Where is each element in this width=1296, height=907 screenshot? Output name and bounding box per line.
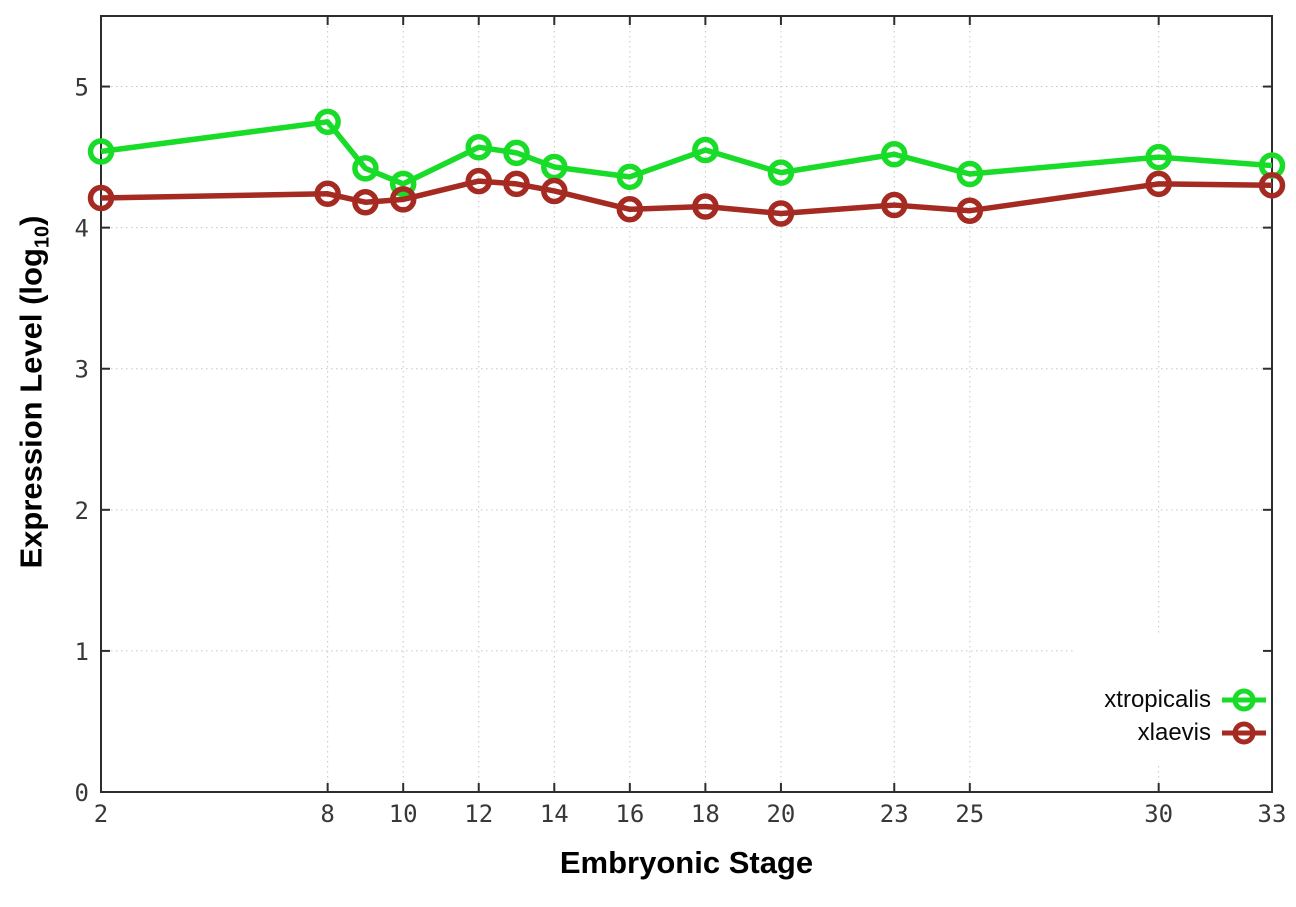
series-line (100, 119, 1273, 187)
data-point-marker (956, 197, 984, 224)
data-point-marker (541, 153, 568, 181)
plot-border (100, 15, 1273, 793)
data-point-marker (616, 196, 644, 223)
data-point-marker (1145, 170, 1172, 198)
x-tick-label: 33 (1258, 800, 1287, 828)
legend-sample-svg (1222, 688, 1266, 712)
series-xlaevis (87, 167, 1286, 227)
legend-entry-xlaevis: xlaevis (1138, 717, 1268, 749)
data-point-marker (87, 138, 115, 165)
data-point-marker (465, 167, 492, 195)
y-tick-label: 1 (75, 638, 89, 666)
data-point-marker (389, 170, 417, 198)
data-point-marker (314, 108, 341, 136)
legend-sample-circle (1232, 688, 1256, 712)
x-tick-label: 12 (464, 800, 493, 828)
legend-entry-xtropicalis: xtropicalis (1104, 684, 1268, 716)
data-point-marker (1258, 172, 1286, 199)
legend-sample-svg (1222, 721, 1266, 745)
data-point-marker (503, 139, 530, 167)
data-point-marker (881, 191, 908, 219)
axis-ticks (100, 16, 1273, 793)
data-point-marker (389, 186, 417, 213)
x-tick-label: 18 (691, 800, 720, 828)
legend-sample-circle (1232, 721, 1256, 745)
x-tick-label: 16 (615, 800, 644, 828)
data-point-marker (87, 184, 115, 212)
y-tick-label: 0 (75, 779, 89, 807)
data-point-marker (881, 141, 908, 168)
data-point-marker (767, 200, 795, 227)
x-tick-label: 30 (1144, 800, 1173, 828)
data-point-marker (1145, 143, 1172, 171)
data-point-marker (352, 155, 379, 182)
x-tick-label: 8 (320, 800, 334, 828)
data-point-marker (692, 136, 719, 164)
y-axis-title: Expression Level (log10) (13, 215, 54, 568)
data-point-marker (767, 159, 795, 186)
x-tick-label: 20 (766, 800, 795, 828)
data-point-marker (616, 163, 644, 191)
data-point-marker (503, 170, 530, 198)
data-point-marker (465, 133, 492, 161)
data-point-marker (352, 188, 379, 216)
y-tick-label: 2 (75, 497, 89, 525)
x-tick-label: 10 (389, 800, 418, 828)
legend-marker-xtropicalis-icon (1220, 686, 1268, 714)
legend-label-xlaevis: xlaevis (1137, 719, 1211, 746)
series-line (100, 178, 1273, 217)
y-tick-label: 5 (75, 74, 89, 102)
y-tick-label: 3 (75, 356, 89, 384)
series-xtropicalis (87, 108, 1286, 198)
x-tick-label: 25 (955, 800, 984, 828)
y-axis-title-main: Expression Level (log (13, 248, 49, 569)
data-series (87, 108, 1286, 227)
y-axis-title-subscript: 10 (31, 225, 54, 249)
border-rect (100, 15, 1273, 793)
data-point-marker (692, 193, 719, 220)
x-tick-label: 23 (880, 800, 909, 828)
legend-marker-xlaevis-icon (1220, 719, 1268, 747)
x-tick-label: 14 (540, 800, 569, 828)
data-point-marker (314, 180, 341, 208)
y-axis-title-close: ) (13, 215, 49, 226)
y-tick-label: 4 (75, 215, 89, 243)
data-point-marker (956, 160, 984, 188)
data-point-marker (541, 177, 568, 205)
x-tick-label: 2 (94, 800, 108, 828)
x-axis-title: Embryonic Stage (559, 845, 814, 880)
legend-label-xtropicalis: xtropicalis (1104, 686, 1211, 713)
